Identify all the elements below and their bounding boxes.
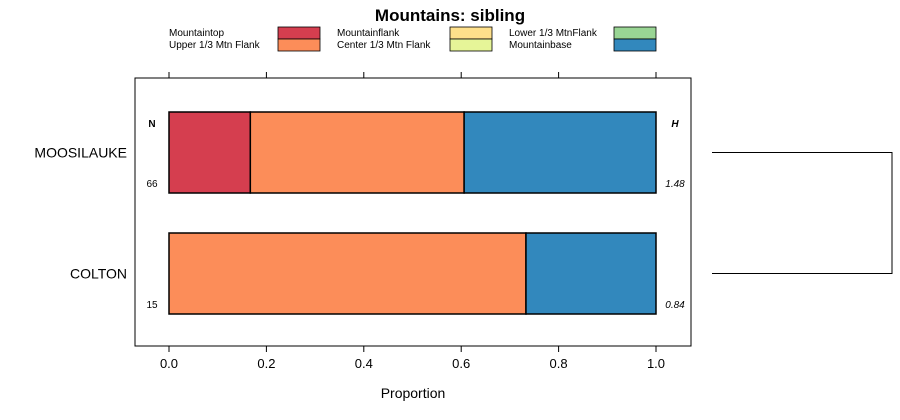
n-value-moosilauke: 66 [146,179,158,190]
legend-label-mountaintop: Mountaintop [169,28,224,39]
dendrogram-link [712,152,893,274]
tick-label-0-2: 0.2 [257,356,275,371]
tick-label-0-0: 0.0 [160,356,178,371]
bar-moosilauke-mountainbase [463,111,657,194]
legend-swatch-mountainbase [613,38,657,52]
bar-moosilauke-upper-1-3-mtn-flank [249,111,465,194]
bar-colton-upper-1-3-mtn-flank [168,232,527,315]
x-axis-label: Proportion [381,385,446,401]
legend-label-upper-1-3-mtn-flank: Upper 1/3 Mtn Flank [169,40,261,51]
tick-label-0-4: 0.4 [355,356,373,371]
legend-label-lower-1-3-mtnflank: Lower 1/3 MtnFlank [509,28,598,39]
legend-swatch-center-1-3-mtn-flank [449,38,493,52]
legend-label-mountainflank: Mountainflank [337,28,400,39]
bars [168,111,657,315]
category-labels: MOOSILAUKE COLTON [34,145,127,282]
legend-label-center-1-3-mtn-flank: Center 1/3 Mtn Flank [337,40,431,51]
n-value-colton: 15 [146,300,158,311]
legend-swatch-mountaintop [277,26,321,40]
legend-label-mountainbase: Mountainbase [509,40,572,51]
dendrogram [712,152,893,274]
category-label-moosilauke: MOOSILAUKE [34,145,127,161]
category-label-colton: COLTON [70,266,127,282]
bar-annotations: 66 1.48 15 0.84 N H [146,119,685,311]
tick-label-0-6: 0.6 [452,356,470,371]
legend-swatch-mountainflank [449,26,493,40]
legend-swatch-lower-1-3-mtnflank [613,26,657,40]
n-header: N [148,119,155,130]
x-axis-ticks: 0.0 0.2 0.4 0.6 0.8 1.0 [160,72,665,371]
bar-moosilauke-mountaintop [168,111,252,194]
h-header: H [671,119,679,130]
h-value-colton: 0.84 [665,300,685,311]
chart-title: Mountains: sibling [375,6,525,25]
plot-panel [134,77,692,347]
legend-swatch-upper-1-3-mtn-flank [277,38,321,52]
h-value-moosilauke: 1.48 [665,179,685,190]
bar-colton-mountainbase [525,232,657,315]
tick-label-0-8: 0.8 [550,356,568,371]
tick-label-1-0: 1.0 [647,356,665,371]
